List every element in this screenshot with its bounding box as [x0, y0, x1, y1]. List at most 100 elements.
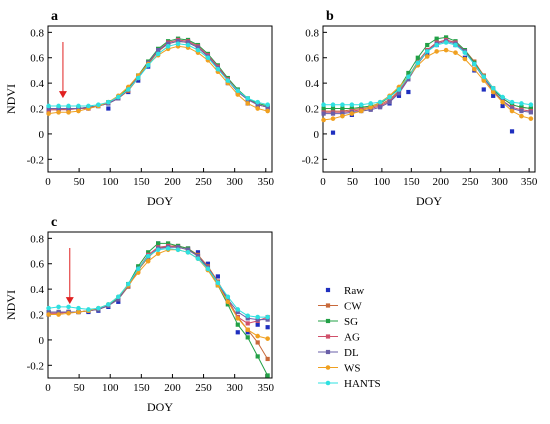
y-tick-label: 0.4	[30, 284, 44, 296]
data-point	[330, 106, 336, 111]
data-point	[56, 103, 61, 109]
data-point	[396, 93, 402, 98]
data-point	[415, 60, 421, 66]
data-point	[116, 297, 121, 302]
y-tick-label: 0	[314, 129, 320, 141]
y-tick-label: 0.6	[305, 53, 319, 65]
data-point	[66, 103, 71, 109]
data-point	[116, 294, 121, 300]
data-point	[424, 54, 430, 59]
data-point	[245, 101, 251, 106]
data-point	[265, 317, 270, 322]
data-point	[443, 35, 449, 40]
x-axis-label: DOY	[147, 194, 173, 208]
data-point	[205, 266, 211, 272]
x-tick-label: 250	[462, 176, 479, 188]
data-point	[125, 87, 131, 92]
data-point	[255, 354, 260, 359]
data-point	[46, 103, 51, 109]
data-point	[56, 106, 61, 111]
data-point	[66, 304, 71, 310]
x-axis-label: DOY	[147, 400, 173, 414]
data-point	[235, 92, 241, 97]
data-point	[377, 99, 383, 105]
legend-marker	[325, 365, 331, 370]
data-point	[387, 100, 392, 105]
chart-panel-c: 0 50 100 150 200 250 300 350-0.200.20.40.60.8cD…	[4, 215, 275, 414]
x-tick-label: 100	[102, 176, 119, 188]
data-point	[406, 77, 411, 82]
data-point	[195, 45, 201, 50]
data-point	[255, 317, 260, 322]
data-point	[185, 40, 191, 45]
x-tick-label: 250	[195, 382, 212, 394]
data-point	[56, 304, 61, 310]
data-point	[500, 103, 505, 109]
data-point	[406, 70, 411, 76]
data-point	[235, 330, 240, 335]
data-point	[245, 313, 251, 319]
data-point	[396, 91, 402, 96]
series-sg	[46, 36, 270, 111]
legend-marker	[325, 287, 331, 293]
data-point	[406, 74, 411, 80]
panel-letter: c	[51, 215, 57, 230]
series-hants	[321, 40, 534, 108]
series-hants	[46, 246, 270, 320]
data-point	[66, 106, 71, 111]
data-point	[205, 55, 211, 61]
data-point	[340, 111, 345, 116]
data-point	[509, 106, 515, 111]
y-tick-label: 0.8	[30, 27, 44, 39]
data-point	[340, 113, 345, 119]
data-point	[519, 108, 524, 114]
data-point	[136, 78, 141, 83]
y-tick-label: -0.2	[27, 360, 44, 372]
data-point	[245, 96, 251, 101]
data-point	[116, 299, 121, 304]
data-point	[205, 261, 211, 266]
y-axis-label: NDVI	[4, 84, 18, 114]
data-point	[358, 102, 364, 108]
data-point	[195, 254, 201, 259]
x-tick-label: 100	[374, 176, 391, 188]
series-line	[48, 245, 269, 360]
data-point	[321, 117, 326, 123]
data-point	[321, 102, 326, 108]
data-point	[76, 103, 81, 109]
x-tick-label: 350	[258, 176, 275, 188]
data-point	[245, 316, 250, 321]
data-point	[265, 373, 270, 378]
legend-marker	[325, 303, 331, 308]
data-point	[265, 105, 270, 110]
data-point	[359, 105, 364, 110]
data-point	[225, 302, 230, 307]
legend-item-cw: CW	[318, 301, 362, 313]
data-point	[443, 47, 449, 53]
data-point	[245, 327, 251, 333]
data-point	[265, 336, 270, 341]
series-cw	[46, 243, 270, 362]
data-point	[481, 87, 486, 92]
data-point	[462, 50, 468, 55]
legend-marker	[325, 349, 331, 355]
data-point	[406, 89, 411, 95]
data-point	[472, 61, 477, 67]
data-point	[358, 108, 364, 114]
data-point	[106, 99, 111, 105]
data-point	[86, 307, 91, 312]
data-point	[453, 42, 458, 48]
x-tick-label: 0	[320, 176, 326, 188]
y-tick-label: 0.4	[305, 78, 319, 90]
x-tick-label: 250	[195, 176, 212, 188]
series-hants	[46, 41, 270, 109]
data-point	[135, 75, 141, 81]
data-point	[76, 309, 81, 315]
data-point	[490, 85, 496, 91]
x-tick-label: 300	[226, 176, 243, 188]
legend-label: CW	[344, 301, 362, 313]
data-point	[56, 110, 61, 115]
data-point	[185, 42, 191, 48]
data-point	[434, 49, 439, 54]
data-point	[265, 356, 270, 362]
